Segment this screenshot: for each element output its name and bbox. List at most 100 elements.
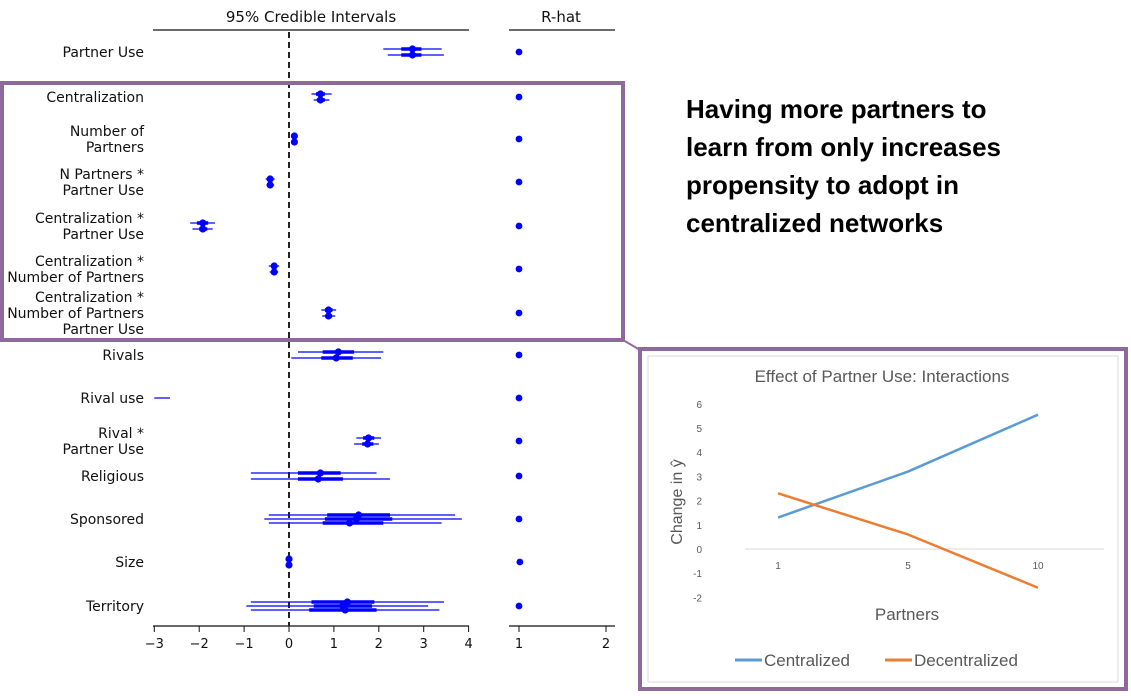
row-label: Partner Use <box>63 227 144 243</box>
row-label: Rival * <box>98 426 144 442</box>
inset-series <box>777 413 1039 589</box>
row-label: Rivals <box>102 348 144 364</box>
rhat-point <box>515 265 523 273</box>
callout-line-3: propensity to adopt in <box>686 170 959 200</box>
inset-y-tick-label: -2 <box>693 593 702 604</box>
inset-x-tick-label: 5 <box>905 561 911 572</box>
mean-point <box>314 475 322 483</box>
callout-text: Having more partners to learn from only … <box>686 90 1106 242</box>
ci-panel-title: 95% Credible Intervals <box>226 8 396 26</box>
mean-point <box>270 268 278 276</box>
series-line-decentralized <box>777 492 1039 589</box>
rhat-point <box>516 558 524 566</box>
mean-point <box>266 175 274 183</box>
rhat-point <box>515 178 523 186</box>
mean-point <box>324 306 333 314</box>
inset-x-label: Partners <box>875 605 939 624</box>
ci-x-tick-label: 2 <box>375 637 383 652</box>
mean-point <box>346 519 354 527</box>
inset-y-tick-label: 3 <box>696 472 702 483</box>
inset-x-tick-label: 1 <box>775 561 781 572</box>
inset-y-tick-label: 1 <box>696 521 702 532</box>
rhat-point <box>515 135 523 143</box>
callout-line-2: learn from only increases <box>686 132 1002 162</box>
inset-y-label: Change in ŷ <box>669 459 686 544</box>
inset-title: Effect of Partner Use: Interactions <box>755 367 1010 386</box>
ci-x-tick-label: 0 <box>285 637 293 652</box>
rhat-points <box>515 48 524 610</box>
mean-point <box>316 96 325 104</box>
rhat-point <box>515 222 523 230</box>
mean-point <box>290 132 298 140</box>
inset-y-tick-label: -1 <box>693 569 702 580</box>
rhat-point <box>515 602 523 610</box>
callout-line-1: Having more partners to <box>686 94 987 124</box>
callout-line-4: centralized networks <box>686 208 944 238</box>
ci-x-tick-label: −2 <box>190 637 209 652</box>
ci-x-tick-label: 4 <box>464 637 472 652</box>
mean-point <box>285 561 293 569</box>
row-label: Partners <box>86 140 144 156</box>
inset-y-tick-label: 4 <box>696 448 702 459</box>
row-label: Religious <box>81 469 144 485</box>
inset-y-tick-label: 0 <box>696 545 702 556</box>
row-label: N Partners * <box>59 167 144 183</box>
row-label: Centralization * <box>35 254 144 270</box>
series-line-centralized <box>777 413 1039 519</box>
row-label: Partner Use <box>63 183 144 199</box>
mean-point <box>199 219 207 227</box>
interaction-inset: Effect of Partner Use: Interactions Chan… <box>638 347 1128 691</box>
legend-label: Centralized <box>764 651 850 670</box>
row-label: Number of Partners <box>7 306 144 322</box>
mean-point <box>316 469 325 477</box>
row-label: Partner Use <box>63 322 144 338</box>
rhat-point <box>515 515 523 523</box>
rhat-x-tick-label: 2 <box>602 637 610 652</box>
mean-point <box>270 262 278 270</box>
rhat-point <box>515 351 523 359</box>
mean-point <box>341 606 349 614</box>
inset-x-tick-label: 10 <box>1032 561 1044 572</box>
rhat-point <box>515 437 523 445</box>
inset-y-tick-label: 5 <box>696 424 702 435</box>
highlight-connector <box>622 339 641 351</box>
mean-point <box>352 515 360 523</box>
ci-x-tick-label: −3 <box>145 637 164 652</box>
row-label: Partner Use <box>63 442 144 458</box>
inset-y-tick-label: 6 <box>696 400 702 411</box>
mean-point <box>199 225 207 233</box>
row-label: Sponsored <box>70 512 144 528</box>
rhat-point <box>515 309 523 317</box>
rhat-point <box>515 48 523 56</box>
inset-y-ticks: 6 5 4 3 2 1 0 -1 -2 <box>693 400 702 605</box>
mean-point <box>363 440 372 448</box>
row-label: Territory <box>85 599 144 615</box>
ci-x-tick-label: −1 <box>235 637 254 652</box>
inset-y-tick-label: 2 <box>696 497 702 508</box>
mean-point <box>266 181 274 189</box>
rhat-x-tick-label: 1 <box>515 637 523 652</box>
row-label: Centralization * <box>35 211 144 227</box>
mean-point <box>332 354 340 362</box>
row-label: Centralization * <box>35 290 144 306</box>
interval-marks <box>154 45 462 614</box>
row-label: Partner Use <box>63 45 144 61</box>
mean-point <box>408 51 417 59</box>
row-label: Number of <box>70 124 145 140</box>
mean-point <box>408 45 417 53</box>
inset-plot-border <box>647 355 1119 683</box>
highlight-box <box>0 81 625 342</box>
ci-x-tick-label: 3 <box>420 637 428 652</box>
credible-interval-panel: 95% Credible Intervals Partner UseCentra… <box>7 8 473 652</box>
legend-label: Decentralized <box>914 651 1018 670</box>
row-label: Number of Partners <box>7 270 144 286</box>
row-label: Centralization <box>46 90 144 106</box>
rhat-point <box>515 472 523 480</box>
mean-point <box>290 138 298 146</box>
mean-point <box>316 90 325 98</box>
row-label: Rival use <box>80 391 144 407</box>
rhat-point <box>515 394 523 402</box>
